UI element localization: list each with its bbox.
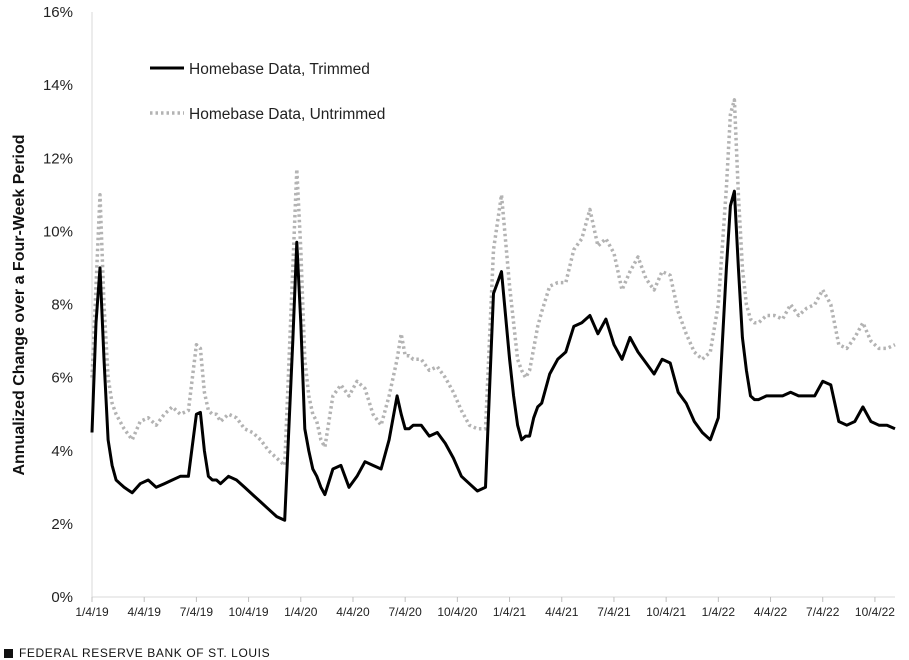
legend: Homebase Data, Trimmed Homebase Data, Un…: [150, 61, 385, 123]
x-tick-label: 10/4/22: [855, 605, 895, 619]
x-tick-label: 4/4/22: [754, 605, 788, 619]
y-tick-label: 2%: [51, 516, 73, 533]
x-tick-label: 1/4/20: [284, 605, 318, 619]
legend-label-trimmed: Homebase Data, Trimmed: [189, 61, 370, 78]
y-axis: 0% 2% 4% 6% 8% 10% 12% 14% 16%: [43, 4, 93, 606]
series-line-untrimmed: [90, 98, 896, 468]
y-axis-title: Annualized Change over a Four-Week Perio…: [11, 134, 28, 475]
y-tick-label: 14%: [43, 77, 73, 94]
x-tick-label: 7/4/19: [180, 605, 214, 619]
x-tick-label: 10/4/19: [229, 605, 269, 619]
legend-label-untrimmed: Homebase Data, Untrimmed: [189, 106, 385, 123]
source-credit: FEDERAL RESERVE BANK OF ST. LOUIS: [4, 646, 270, 660]
y-tick-label: 10%: [43, 223, 73, 240]
x-tick-label: 4/4/21: [545, 605, 579, 619]
y-tick-label: 6%: [51, 370, 73, 387]
y-tick-label: 16%: [43, 4, 73, 21]
series-line-trimmed: [90, 189, 896, 522]
y-tick-label: 4%: [51, 443, 73, 460]
x-tick-label: 7/4/21: [597, 605, 631, 619]
y-tick-label: 8%: [51, 297, 73, 314]
y-tick-label: 0%: [51, 589, 73, 606]
x-tick-label: 1/4/22: [702, 605, 736, 619]
x-tick-label: 7/4/22: [806, 605, 840, 619]
x-tick-label: 10/4/21: [646, 605, 686, 619]
x-tick-label: 10/4/20: [437, 605, 477, 619]
x-tick-label: 4/4/20: [336, 605, 370, 619]
x-tick-label: 1/4/19: [75, 605, 109, 619]
x-tick-label: 1/4/21: [493, 605, 527, 619]
source-label: FEDERAL RESERVE BANK OF ST. LOUIS: [19, 646, 271, 660]
series-lines: [90, 98, 896, 522]
y-tick-label: 12%: [43, 150, 73, 167]
source-square-icon: [4, 648, 13, 658]
x-tick-label: 7/4/20: [388, 605, 422, 619]
x-tick-label: 4/4/19: [128, 605, 162, 619]
x-axis: 1/4/19 4/4/19 7/4/19 10/4/19 1/4/20 4/4/20 7/4…: [75, 596, 895, 619]
